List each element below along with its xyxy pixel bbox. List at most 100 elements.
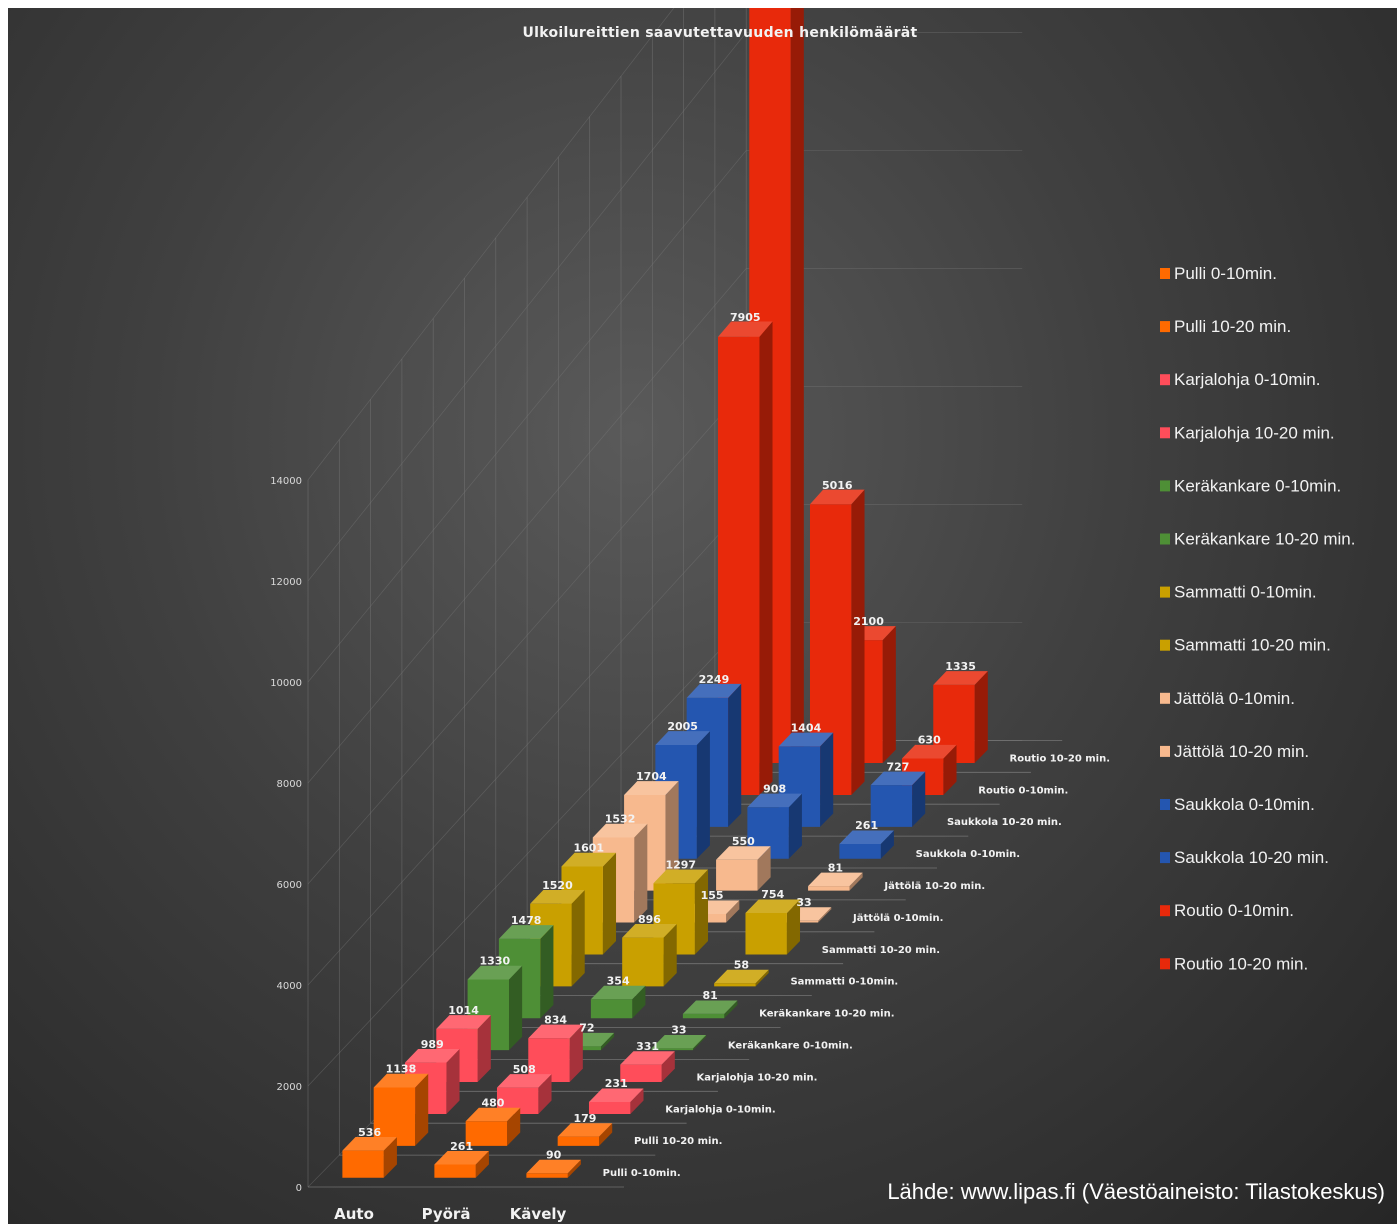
bar-side — [757, 846, 771, 891]
bar-side — [788, 793, 802, 859]
legend-swatch — [1160, 852, 1170, 864]
bar — [809, 489, 865, 795]
bar-front — [717, 336, 760, 795]
data-label: 261 — [450, 1140, 473, 1153]
series-axis-label: Routio 10-20 min. — [1010, 753, 1110, 764]
bar-top — [870, 771, 926, 786]
bar-top — [561, 852, 617, 867]
bar-front — [745, 913, 787, 955]
bar-side — [880, 830, 894, 859]
bar — [528, 1024, 583, 1083]
bar-top — [901, 744, 957, 759]
bar-side — [694, 869, 709, 955]
category-label: Auto — [334, 1205, 374, 1223]
bar-side — [818, 907, 832, 923]
chart-area: 0 2000 4000 6000 8000 10000 12000 14000 Auto Pyör… — [8, 8, 1397, 1224]
bar-side — [849, 872, 863, 891]
bar-top — [809, 489, 865, 505]
bar-side — [383, 1137, 397, 1178]
bar-side — [692, 1034, 707, 1051]
bar — [434, 1151, 489, 1178]
bar-side — [538, 1074, 552, 1114]
category-label: Pyörä — [422, 1205, 471, 1223]
data-label: 834 — [544, 1013, 567, 1026]
bar-front — [808, 886, 850, 891]
bar-top — [622, 924, 677, 938]
data-labels: 1333621001335790550166302249140472720059… — [358, 311, 976, 1161]
bar-side — [477, 1015, 491, 1083]
series-axis-label: Routio 0-10min. — [978, 785, 1068, 796]
data-label: 508 — [513, 1063, 536, 1076]
bar-top — [467, 965, 523, 980]
bar-top — [528, 1024, 583, 1039]
data-label: 1138 — [386, 1063, 417, 1076]
bar-front — [526, 1173, 568, 1178]
legend-swatch — [1160, 374, 1170, 386]
bar — [714, 969, 769, 987]
bar-side — [786, 899, 801, 955]
legend-label: Saukkola 0-10min. — [1174, 795, 1315, 814]
legend-label: Karjalohja 10-20 min. — [1174, 423, 1335, 442]
legend-swatch — [1160, 745, 1170, 757]
bar-top — [655, 731, 710, 745]
bar-top — [651, 1034, 707, 1049]
bar-top — [745, 899, 801, 914]
bar — [620, 1051, 675, 1083]
bar-front — [620, 1064, 662, 1083]
gridline-level — [307, 150, 1023, 683]
bar — [716, 846, 771, 891]
bar-top — [716, 846, 771, 860]
bar-side — [696, 731, 710, 859]
series-axis-label: Pulli 0-10min. — [603, 1168, 681, 1179]
y-tick-label: 14000 — [270, 476, 302, 487]
bar-side — [665, 781, 679, 891]
bar-top — [717, 321, 773, 337]
data-label: 331 — [636, 1040, 659, 1053]
data-label: 231 — [605, 1077, 628, 1090]
bar-top — [557, 1123, 613, 1137]
data-label: 480 — [481, 1096, 504, 1109]
legend-swatch — [1160, 321, 1170, 333]
bar-side — [540, 925, 554, 1019]
bar-top — [496, 1074, 552, 1088]
data-label: 261 — [855, 819, 878, 832]
bar-front — [588, 1101, 631, 1114]
bar-front — [434, 1164, 476, 1178]
legend-swatch — [1160, 639, 1170, 651]
data-label: 989 — [421, 1038, 444, 1051]
bar-side — [882, 626, 896, 764]
series-axis-label: Jättölä 10-20 min. — [883, 881, 985, 892]
bar-top — [686, 683, 742, 698]
data-label: 536 — [358, 1126, 381, 1139]
legend-label: Routio 0-10min. — [1174, 901, 1294, 920]
source-text: Lähde: www.lipas.fi (Väestöaineisto: Til… — [887, 1179, 1385, 1204]
bar-side — [728, 683, 742, 827]
bar-front — [651, 1048, 693, 1051]
bar-side — [600, 1032, 615, 1051]
bar — [839, 830, 894, 859]
bar-side — [663, 924, 677, 987]
bar-side — [974, 671, 988, 764]
bar-side — [661, 1051, 675, 1083]
bar — [745, 899, 801, 955]
data-label: 896 — [638, 913, 661, 926]
bar-side — [602, 852, 617, 955]
bar-side — [632, 985, 646, 1019]
bar-top — [624, 781, 679, 796]
y-tick-label: 6000 — [277, 880, 302, 891]
legend-swatch — [1160, 268, 1170, 279]
bar — [557, 1123, 613, 1146]
y-tick-label: 10000 — [270, 678, 302, 689]
data-label: 81 — [828, 861, 843, 874]
bar-side — [571, 890, 585, 987]
data-label: 1330 — [480, 955, 511, 968]
bar-top — [592, 823, 648, 838]
y-tick-label: 0 — [296, 1183, 302, 1194]
gridline-level — [307, 32, 1023, 582]
legend: Pulli 0-10min. Pulli 10-20 min. Karjalohja… — [1160, 264, 1355, 973]
bar-front — [870, 785, 913, 827]
legend-swatch — [1160, 692, 1170, 704]
data-label: 908 — [763, 782, 786, 795]
bar-top — [342, 1137, 397, 1151]
bar — [622, 924, 677, 987]
